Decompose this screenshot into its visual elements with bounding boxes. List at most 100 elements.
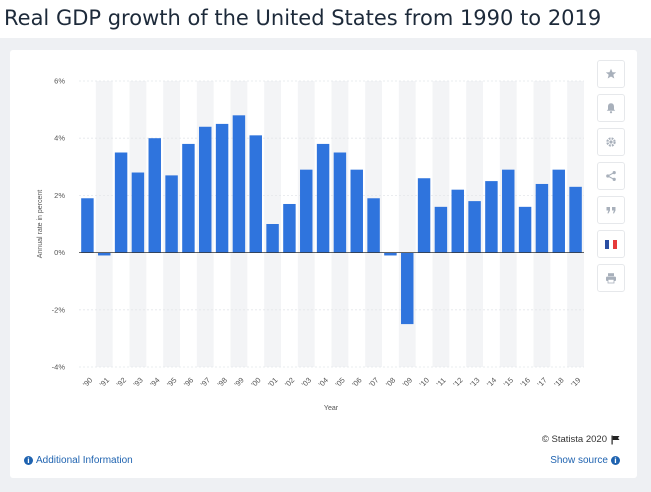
show-source-label: Show source xyxy=(550,455,608,466)
x-tick-label: '99 xyxy=(233,376,246,389)
show-source-link[interactable]: Show source i xyxy=(550,455,620,466)
bar-15 xyxy=(502,169,515,253)
bar-95 xyxy=(165,175,178,253)
x-tick-label: '11 xyxy=(435,376,448,389)
share-icon xyxy=(606,171,616,181)
notification-button[interactable] xyxy=(597,94,625,122)
x-tick-label: '12 xyxy=(451,376,464,389)
x-tick-label: '92 xyxy=(115,376,128,389)
flag-fr-icon xyxy=(605,239,617,249)
x-tick-label: '91 xyxy=(98,376,111,389)
bar-17 xyxy=(535,183,549,253)
additional-information-link[interactable]: i Additional Information xyxy=(24,455,133,466)
x-tick-label: '90 xyxy=(81,376,94,389)
x-tick-label: '98 xyxy=(216,376,229,389)
language-button[interactable] xyxy=(597,230,625,258)
x-tick-label: '95 xyxy=(165,376,178,389)
x-tick-label: '13 xyxy=(468,376,481,389)
page-title: Real GDP growth of the United States fro… xyxy=(4,6,602,30)
x-tick-label: '96 xyxy=(182,376,195,389)
bar-14 xyxy=(485,181,498,253)
bar-00 xyxy=(249,135,262,253)
x-axis-ticks: '90 '91 '92 '93'94 '95 '96 '97 '98 '99'00 '01 '02 '… xyxy=(81,376,582,389)
x-tick-label: '02 xyxy=(283,376,296,389)
settings-button[interactable] xyxy=(597,128,625,156)
bell-icon xyxy=(606,103,616,114)
x-tick-label: '14 xyxy=(485,376,498,389)
bar-11 xyxy=(434,206,448,253)
x-tick-label: '00 xyxy=(249,376,262,389)
x-tick-label: '06 xyxy=(350,376,363,389)
bar-02 xyxy=(283,203,296,253)
y-tick-label: 0% xyxy=(54,248,65,257)
bar-92 xyxy=(114,152,128,253)
chart-toolbar xyxy=(597,60,627,298)
x-tick-label: '15 xyxy=(502,376,515,389)
bar-10 xyxy=(417,178,431,253)
chart-card xyxy=(10,50,637,478)
gear-icon xyxy=(606,137,616,147)
x-tick-label: '05 xyxy=(334,376,347,389)
x-tick-label: '09 xyxy=(401,376,414,389)
bar-08 xyxy=(384,252,397,256)
bar-90 xyxy=(81,198,94,253)
bar-01 xyxy=(266,224,279,253)
x-tick-label: '01 xyxy=(266,376,279,389)
y-tick-label: -2% xyxy=(52,305,66,314)
y-axis-label: Annual rate in percent xyxy=(37,190,44,259)
gridlines xyxy=(79,80,584,368)
share-button[interactable] xyxy=(597,162,625,190)
bar-93 xyxy=(131,172,145,253)
x-tick-label: '93 xyxy=(132,376,145,389)
info-icon: i xyxy=(24,456,33,465)
bar-96 xyxy=(182,143,195,253)
column-band xyxy=(95,81,113,367)
x-tick-label: '10 xyxy=(418,376,431,389)
bar-06 xyxy=(350,169,363,253)
x-tick-label: '94 xyxy=(148,376,161,389)
x-tick-label: '08 xyxy=(384,376,397,389)
bar-97 xyxy=(199,126,212,253)
bar-18 xyxy=(552,169,565,253)
info-icon: i xyxy=(611,456,620,465)
y-tick-label: -4% xyxy=(52,363,66,372)
bar-03 xyxy=(300,169,313,253)
x-tick-label: '18 xyxy=(552,376,565,389)
bar-19 xyxy=(569,186,582,253)
bar-09 xyxy=(401,252,414,325)
bars xyxy=(81,115,582,325)
x-tick-label: '07 xyxy=(367,376,380,389)
x-tick-label: '19 xyxy=(569,376,582,389)
x-tick-label: '16 xyxy=(519,376,532,389)
y-axis-ticks: -4% -2% 0% 2% 4% 6% xyxy=(52,77,66,372)
bar-04 xyxy=(316,143,330,253)
copyright-text: © Statista 2020 xyxy=(541,434,607,445)
bar-98 xyxy=(215,123,229,253)
print-icon xyxy=(606,273,616,284)
print-button[interactable] xyxy=(597,264,625,292)
y-tick-label: 4% xyxy=(54,134,65,143)
x-tick-label: '97 xyxy=(199,376,212,389)
x-axis-label: Year xyxy=(324,405,339,412)
x-tick-label: '04 xyxy=(317,376,330,389)
bar-12 xyxy=(451,189,464,253)
bar-16 xyxy=(518,206,532,253)
y-tick-label: 6% xyxy=(54,77,65,86)
quote-icon xyxy=(606,207,616,214)
bar-99 xyxy=(232,115,246,253)
additional-information-label: Additional Information xyxy=(36,455,133,466)
x-tick-label: '03 xyxy=(300,376,313,389)
bar-05 xyxy=(333,152,347,253)
flag-icon xyxy=(611,435,620,444)
bar-91 xyxy=(98,252,111,256)
cite-button[interactable] xyxy=(597,196,625,224)
bar-13 xyxy=(468,201,481,253)
y-tick-label: 2% xyxy=(54,191,65,200)
x-tick-label: '17 xyxy=(536,376,549,389)
copyright: © Statista 2020 xyxy=(542,434,620,445)
bar-94 xyxy=(148,138,161,253)
favorite-button[interactable] xyxy=(597,60,625,88)
bar-07 xyxy=(367,198,380,253)
star-icon xyxy=(605,68,617,79)
